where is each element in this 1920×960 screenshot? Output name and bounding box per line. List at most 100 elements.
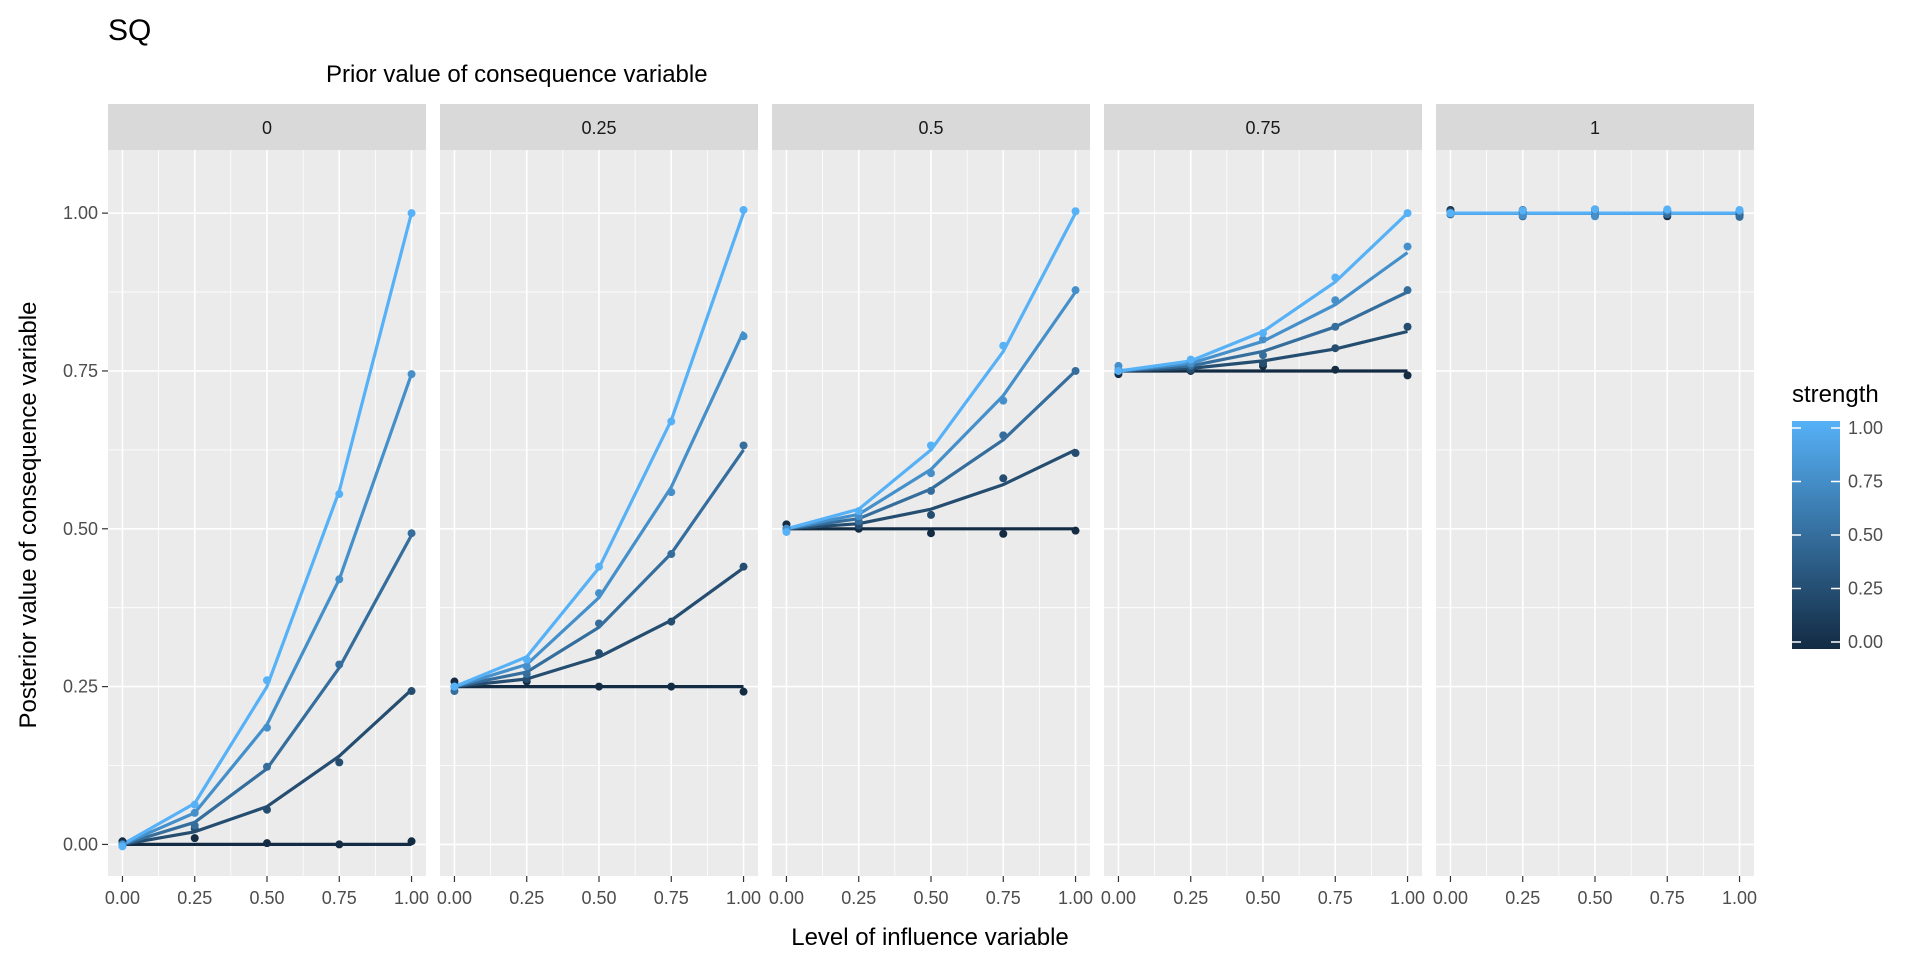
x-tick-label: 0.25 [841, 888, 876, 908]
y-axis-title: Posterior value of consequence variable [15, 302, 42, 729]
data-point [1114, 366, 1123, 375]
data-point [667, 417, 676, 426]
data-point [667, 617, 676, 626]
data-point [739, 441, 748, 450]
data-point [335, 575, 344, 584]
data-point [190, 821, 199, 830]
facet-strip [108, 104, 426, 150]
facet-strip [1436, 104, 1754, 150]
data-point [263, 805, 271, 814]
data-point [407, 837, 416, 846]
facet-strip [772, 104, 1090, 150]
data-point [595, 562, 603, 571]
facet-strip-label: 0.75 [1245, 118, 1280, 138]
x-tick-label: 0.75 [322, 888, 357, 908]
data-point [407, 529, 416, 538]
data-point [1186, 355, 1195, 364]
data-point [1331, 344, 1340, 353]
data-point [595, 589, 603, 598]
data-point [1259, 335, 1267, 344]
x-tick-label: 0.75 [654, 888, 689, 908]
data-point [1259, 329, 1267, 338]
facet-panels: 0 0.00 0.25 0.50 0.75 1.00 0.25 0.00 0.25 0.50 0.7… [105, 104, 1757, 908]
data-point [1331, 273, 1340, 282]
data-point [407, 370, 416, 379]
data-point [667, 488, 676, 497]
data-point [595, 619, 603, 628]
data-point [927, 469, 935, 478]
series-line-strength-1 [121, 212, 414, 846]
data-point [1735, 212, 1744, 221]
facet-panel-2: 0.5 0.00 0.25 0.50 0.75 1.00 [769, 104, 1093, 908]
data-point [667, 682, 676, 691]
x-tick-label: 0.00 [769, 888, 804, 908]
x-tick-label: 0.25 [509, 888, 544, 908]
data-point [1663, 205, 1672, 214]
x-tick-label: 0.00 [1101, 888, 1136, 908]
x-tick-label: 0.75 [1650, 888, 1685, 908]
data-point [595, 649, 603, 658]
data-point [1331, 322, 1340, 331]
data-point [739, 205, 748, 214]
data-point [999, 396, 1008, 405]
facet-strip-label: 0.5 [918, 118, 943, 138]
y-tick-label: 0.50 [63, 519, 98, 539]
legend-title: strength [1792, 381, 1879, 408]
x-tick-label: 0.25 [177, 888, 212, 908]
data-point [522, 662, 531, 671]
data-point [335, 758, 344, 767]
data-point [927, 510, 935, 519]
data-point [335, 840, 344, 849]
facet-strip-label: 1 [1590, 118, 1600, 138]
data-point [407, 687, 416, 696]
y-tick-label: 0.25 [63, 677, 98, 697]
data-point [739, 687, 748, 696]
facet-strip-label: 0 [262, 118, 272, 138]
data-point [1071, 366, 1080, 375]
data-point [999, 341, 1008, 350]
x-tick-label: 0.50 [1577, 888, 1612, 908]
data-point [1403, 371, 1412, 380]
facet-panel-0: 0 0.00 0.25 0.50 0.75 1.00 [105, 104, 429, 908]
x-tick-label: 1.00 [1058, 888, 1093, 908]
data-point [1403, 242, 1412, 251]
data-point [1331, 296, 1340, 305]
data-point [927, 529, 935, 538]
data-point [190, 800, 199, 809]
y-axis: 0.00 0.25 0.50 0.75 1.00 [63, 203, 108, 854]
x-tick-label: 0.00 [437, 888, 472, 908]
facet-strip-label: 0.25 [581, 118, 616, 138]
data-point [999, 474, 1008, 483]
chart-subtitle: Prior value of consequence variable [326, 61, 708, 88]
data-point [1518, 206, 1527, 215]
data-point [1403, 322, 1412, 331]
x-axis-title: Level of influence variable [791, 924, 1069, 951]
legend-tick-label: 0.00 [1848, 632, 1883, 652]
x-tick-label: 0.75 [986, 888, 1021, 908]
data-point [1403, 286, 1412, 295]
x-tick-label: 1.00 [1722, 888, 1757, 908]
data-point [854, 507, 863, 516]
x-tick-label: 0.75 [1318, 888, 1353, 908]
data-point [667, 550, 676, 559]
data-point [1071, 286, 1080, 295]
legend-tick-label: 0.50 [1848, 525, 1883, 545]
legend-tick-label: 0.25 [1848, 579, 1883, 599]
data-point [1403, 209, 1412, 218]
data-point [450, 682, 459, 691]
x-tick-label: 0.50 [249, 888, 284, 908]
data-point [1735, 205, 1744, 214]
facet-strip [440, 104, 758, 150]
chart-title: SQ [108, 14, 151, 47]
data-point [335, 490, 344, 499]
data-point [739, 562, 748, 571]
data-point [335, 660, 344, 669]
series-line-strength-0.25 [786, 448, 1077, 531]
data-point [782, 527, 791, 536]
y-tick-label: 0.00 [63, 834, 98, 854]
y-tick-label: 1.00 [63, 203, 98, 223]
data-point [263, 723, 271, 732]
x-tick-label: 0.00 [105, 888, 140, 908]
facet-strip [1104, 104, 1422, 150]
